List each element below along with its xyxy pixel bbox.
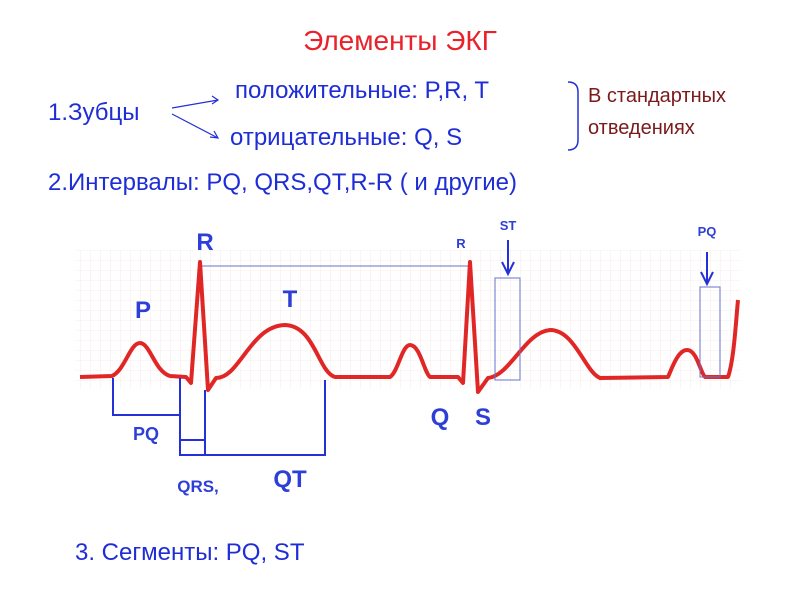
note: В стандартных bbox=[588, 85, 726, 107]
ecg-paper bbox=[75, 250, 740, 388]
interval-markers bbox=[112, 240, 721, 456]
segments: 3. Сегменты: PQ, ST bbox=[75, 539, 305, 566]
qrs-label: QRS, bbox=[177, 477, 219, 496]
pq-small-label: PQ bbox=[698, 224, 717, 239]
qt-label: QT bbox=[273, 466, 307, 493]
positive-waves: положительные: P,R, T bbox=[235, 77, 489, 104]
ecg-line bbox=[79, 260, 740, 394]
t-label: T bbox=[283, 286, 298, 313]
st-label: ST bbox=[500, 218, 517, 233]
title: Элементы ЭКГ bbox=[303, 25, 497, 56]
pq-label: PQ bbox=[133, 424, 159, 444]
negative-waves: отрицательные: Q, S bbox=[230, 124, 462, 151]
note: отведениях bbox=[588, 117, 695, 139]
q-label: Q bbox=[431, 404, 450, 431]
r-small-label: R bbox=[456, 236, 466, 251]
waves-label: 1.Зубцы bbox=[48, 99, 140, 126]
r-label: R bbox=[196, 229, 213, 256]
s-label: S bbox=[475, 404, 491, 431]
brace bbox=[567, 81, 579, 151]
arrows bbox=[171, 95, 220, 139]
p-label: P bbox=[135, 297, 151, 324]
intervals: 2.Интервалы: PQ, QRS,QT,R-R ( и другие) bbox=[48, 169, 517, 196]
